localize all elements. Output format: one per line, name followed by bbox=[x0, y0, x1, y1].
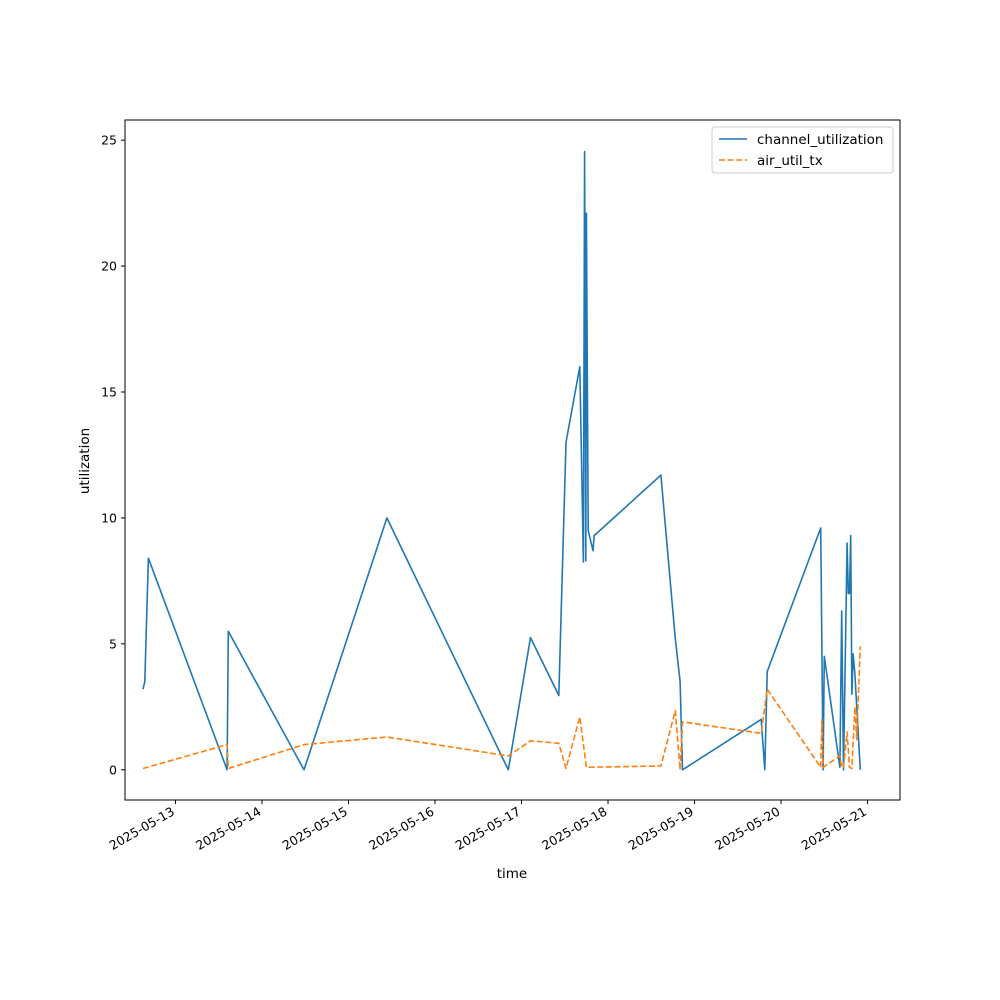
y-tick-label: 25 bbox=[101, 133, 117, 148]
x-tick-label: 2025-05-21 bbox=[799, 804, 869, 853]
x-tick-label: 2025-05-18 bbox=[539, 804, 609, 853]
x-tick-label: 2025-05-20 bbox=[712, 804, 782, 853]
series-layer bbox=[142, 150, 862, 771]
x-tick-label: 2025-05-13 bbox=[107, 804, 177, 853]
x-tick-label: 2025-05-15 bbox=[280, 804, 350, 853]
x-tick-label: 2025-05-19 bbox=[626, 804, 696, 853]
x-tick-label: 2025-05-17 bbox=[453, 804, 523, 853]
legend: channel_utilization air_util_tx bbox=[711, 126, 894, 174]
y-tick-label: 5 bbox=[109, 636, 117, 651]
plot-area bbox=[125, 120, 900, 800]
series-line-channel-utilization bbox=[142, 150, 862, 771]
x-tick-label: 2025-05-16 bbox=[366, 804, 436, 853]
plot-frame bbox=[124, 119, 901, 801]
y-tick-label: 10 bbox=[101, 510, 117, 525]
x-tick-label: 2025-05-14 bbox=[193, 804, 263, 853]
y-tick-label: 0 bbox=[109, 762, 117, 777]
y-tick-label: 20 bbox=[101, 259, 117, 274]
legend-box bbox=[711, 126, 894, 174]
y-axis-ticks: 0 5 10 15 20 25 bbox=[101, 133, 125, 777]
legend-label-channel-utilization: channel_utilization bbox=[757, 132, 884, 148]
x-axis-label: time bbox=[497, 866, 528, 882]
y-axis-label: utilization bbox=[77, 428, 93, 494]
series-line-air-util-tx bbox=[142, 646, 862, 771]
x-axis-ticks: 2025-05-13 2025-05-14 2025-05-15 2025-05-16… bbox=[107, 800, 869, 853]
legend-label-air-util-tx: air_util_tx bbox=[757, 153, 823, 169]
y-tick-label: 15 bbox=[101, 385, 117, 400]
